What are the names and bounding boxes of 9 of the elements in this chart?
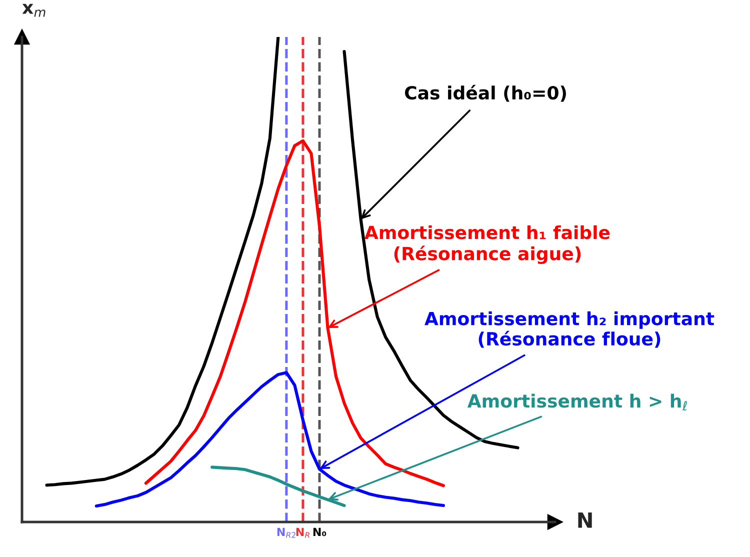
annotation: Amortissement h₁ faible (Résonance aigue): [364, 225, 610, 264]
x-axis-title: N: [578, 512, 592, 528]
annotation: Amortissement h₂ important (Résonance floue): [424, 311, 714, 348]
x-tick-label: N₀: [313, 528, 326, 536]
annotation: Amortissement h > h$_{ℓ}$: [467, 394, 687, 411]
annotation: Cas idéal (h₀=0): [404, 84, 566, 102]
x-tick-label: N$_{R2}$: [277, 528, 296, 538]
y-axis-title: x$_{m}$: [22, 4, 46, 17]
x-tick-label: N$_{R}$: [296, 528, 310, 538]
